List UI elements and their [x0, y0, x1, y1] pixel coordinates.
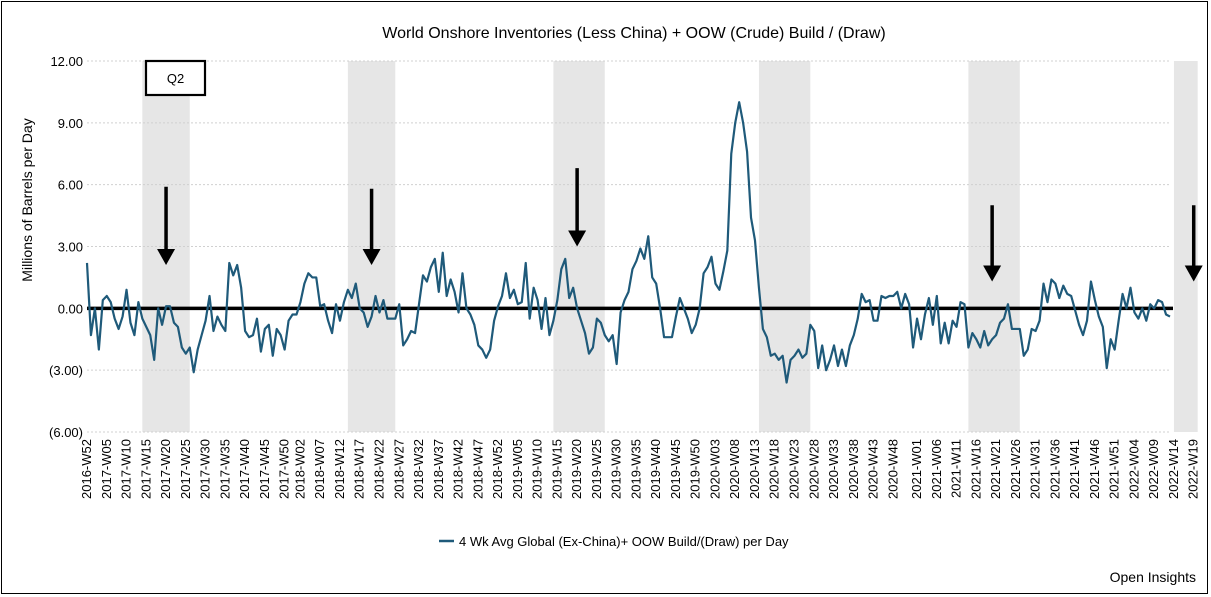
x-tick-label: 2019-W50 — [688, 439, 703, 499]
arrow-head — [983, 265, 1002, 282]
x-tick-label: 2021-W26 — [1008, 439, 1023, 499]
x-tick-label: 2021-W31 — [1028, 439, 1043, 499]
y-axis-label: Millions of Barrels per Day — [19, 118, 35, 281]
x-tick-label: 2022-W14 — [1166, 439, 1181, 499]
x-tick-label: 2017-W10 — [119, 439, 134, 499]
arrows — [157, 168, 1203, 282]
x-tick-label: 2020-W48 — [885, 439, 900, 499]
x-tick-label: 2019-W45 — [668, 439, 683, 499]
x-tick-label: 2021-W16 — [968, 439, 983, 499]
legend-label: 4 Wk Avg Global (Ex-China)+ OOW Build/(D… — [459, 534, 789, 549]
x-tick-label: 2017-W05 — [99, 439, 114, 499]
x-tick-label: 2020-W03 — [707, 439, 722, 499]
x-tick-label: 2017-W45 — [257, 439, 272, 499]
down-arrow — [568, 168, 587, 247]
x-tick-label: 2016-W52 — [79, 439, 94, 499]
legend: 4 Wk Avg Global (Ex-China)+ OOW Build/(D… — [439, 534, 789, 549]
x-tick-label: 2022-W09 — [1146, 439, 1161, 499]
down-arrow — [983, 205, 1002, 282]
x-tick-label: 2021-W41 — [1067, 439, 1082, 499]
x-tick-label: 2018-W27 — [391, 439, 406, 499]
x-tick-label: 2020-W18 — [767, 439, 782, 499]
x-tick-label: 2018-W32 — [411, 439, 426, 499]
arrow-head — [1184, 265, 1203, 282]
x-tick-label: 2021-W06 — [929, 439, 944, 499]
x-tick-label: 2021-W21 — [988, 439, 1003, 499]
down-arrow — [362, 188, 381, 266]
arrow-head — [568, 230, 587, 247]
x-tick-label: 2018-W07 — [312, 439, 327, 499]
x-tick-label: 2019-W05 — [510, 439, 525, 499]
x-tick-label: 2020-W43 — [866, 439, 881, 499]
x-tick-label: 2019-W35 — [628, 439, 643, 499]
x-tick-label: 2021-W11 — [949, 439, 964, 498]
shaded-period-6 — [1173, 61, 1198, 432]
x-tick-label: 2021-W01 — [909, 439, 924, 499]
x-tick-label: 2017-W35 — [217, 439, 232, 499]
x-tick-label: 2021-W36 — [1047, 439, 1062, 499]
x-tick-label: 2022-W19 — [1186, 439, 1201, 499]
x-tick-label: 2018-W12 — [332, 439, 347, 499]
x-tick-label: 2017-W20 — [158, 439, 173, 499]
x-tick-label: 2018-W17 — [352, 439, 367, 499]
x-tick-label: 2020-W38 — [846, 439, 861, 499]
y-tick-label: 9.00 — [58, 116, 83, 131]
x-tick-label: 2021-W51 — [1107, 439, 1122, 499]
y-tick-labels: 12.00 9.00 6.00 3.00 0.00 (3.00) (6.00) — [49, 54, 83, 440]
x-tick-label: 2019-W15 — [549, 439, 564, 499]
x-tick-label: 2019-W25 — [589, 439, 604, 499]
q2-box — [144, 59, 207, 97]
x-tick-label: 2020-W33 — [826, 439, 841, 499]
down-arrow — [1184, 205, 1203, 282]
x-tick-label: 2020-W08 — [727, 439, 742, 499]
x-tick-label: 2017-W30 — [198, 439, 213, 499]
series-line — [85, 101, 1171, 384]
x-tick-label: 2017-W50 — [277, 439, 292, 499]
q2-annotation-box: Q2 — [144, 59, 207, 97]
x-tick-labels: 2016-W52 2017-W05 2017-W10 2017-W15 2017-W20… — [79, 439, 1201, 499]
x-tick-label: 2020-W28 — [806, 439, 821, 499]
x-tick-label: 2022-W04 — [1126, 439, 1141, 499]
chart-title: World Onshore Inventories (Less China) +… — [382, 25, 885, 42]
x-tick-label: 2018-W22 — [371, 439, 386, 499]
x-tick-label: 2018-W42 — [451, 439, 466, 499]
x-tick-label: 2019-W10 — [530, 439, 545, 499]
y-tick-label: 3.00 — [58, 240, 83, 255]
x-tick-label: 2018-W02 — [292, 439, 307, 499]
y-tick-label: (6.00) — [49, 425, 83, 440]
x-tick-label: 2018-W37 — [431, 439, 446, 499]
x-tick-label: 2019-W30 — [609, 439, 624, 499]
x-tick-label: 2020-W23 — [787, 439, 802, 499]
y-tick-label: 6.00 — [58, 178, 83, 193]
q2-box-label: Q2 — [167, 71, 184, 86]
x-tick-label: 2019-W40 — [648, 439, 663, 499]
x-tick-label: 2018-W47 — [470, 439, 485, 499]
y-tick-label: (3.00) — [49, 363, 83, 378]
x-tick-label: 2021-W46 — [1087, 439, 1102, 499]
down-arrow — [157, 186, 176, 266]
x-tick-label: 2017-W15 — [138, 439, 153, 499]
source-label: Open Insights — [1110, 569, 1196, 585]
x-tick-label: 2020-W13 — [747, 439, 762, 499]
x-tick-label: 2019-W20 — [569, 439, 584, 499]
x-tick-label: 2017-W40 — [237, 439, 252, 499]
x-tick-label: 2017-W25 — [178, 439, 193, 499]
arrow-head — [362, 249, 381, 266]
y-tick-label: 0.00 — [58, 301, 83, 316]
gridlines — [87, 60, 1170, 433]
arrow-head — [157, 249, 176, 266]
y-tick-label: 12.00 — [50, 54, 83, 69]
x-tick-label: 2018-W52 — [490, 439, 505, 499]
